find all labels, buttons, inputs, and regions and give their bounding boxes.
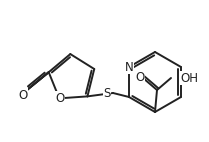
- Text: O: O: [135, 70, 145, 83]
- Text: O: O: [18, 89, 27, 102]
- Text: N: N: [125, 60, 133, 74]
- Text: O: O: [56, 92, 65, 105]
- Text: S: S: [103, 86, 111, 100]
- Text: OH: OH: [180, 72, 198, 84]
